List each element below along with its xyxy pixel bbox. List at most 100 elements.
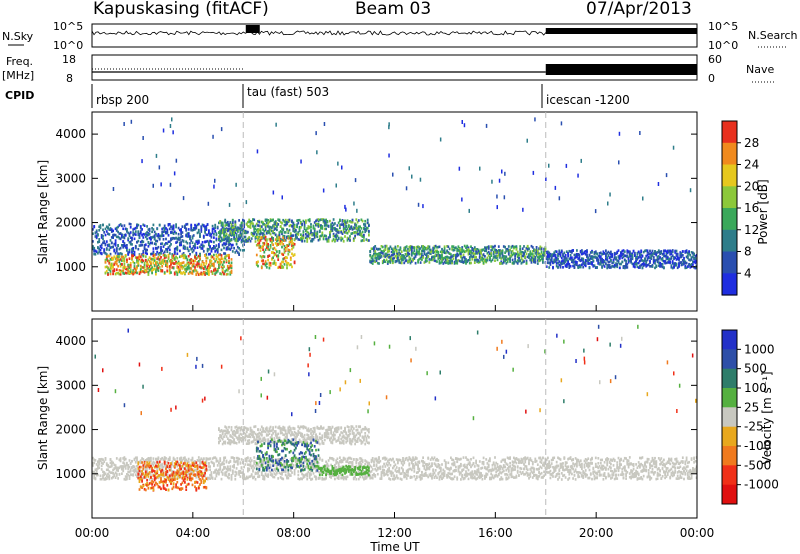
- power-cell: [258, 233, 261, 236]
- power-cell: [269, 264, 272, 267]
- power-cell: [240, 221, 243, 225]
- velocity-cell: [99, 459, 102, 463]
- power-cell: [360, 234, 363, 237]
- power-cell: [284, 221, 287, 224]
- power-cell: [531, 256, 534, 259]
- power-cell: [433, 245, 436, 248]
- power-cell: [156, 261, 159, 264]
- power-cell: [301, 234, 303, 238]
- power-cell: [263, 230, 266, 233]
- velocity-cell: [218, 471, 220, 474]
- power-cell: [636, 255, 639, 258]
- power-cell: [419, 177, 422, 182]
- power-cell: [336, 234, 339, 238]
- power-cell: [187, 249, 190, 252]
- power-cell: [197, 260, 200, 263]
- velocity-cell: [162, 458, 165, 461]
- power-cell: [218, 263, 220, 267]
- velocity-cell: [341, 476, 344, 480]
- power-cell: [187, 263, 190, 266]
- power-cell: [276, 250, 278, 253]
- power-cell: [571, 249, 573, 253]
- power-cell: [368, 239, 370, 242]
- power-cell: [282, 234, 285, 238]
- power-cell: [191, 229, 194, 232]
- power-cell: [641, 259, 644, 262]
- power-cell: [505, 255, 508, 258]
- velocity-cell: [176, 457, 179, 460]
- power-cell: [110, 267, 113, 270]
- power-cell: [109, 246, 112, 249]
- power-cell: [190, 227, 193, 230]
- power-cell: [210, 259, 213, 263]
- power-cell: [132, 252, 135, 256]
- velocity-cell: [311, 462, 314, 465]
- power-cell: [565, 257, 568, 260]
- velocity-cell: [235, 460, 238, 463]
- power-cell: [134, 226, 137, 230]
- velocity-cell: [139, 470, 142, 473]
- power-cell: [114, 239, 117, 242]
- velocity-cell: [133, 468, 136, 472]
- velocity-cell: [269, 470, 272, 474]
- velocity-cell: [225, 467, 228, 471]
- power-cell: [465, 249, 467, 253]
- power-cell: [627, 261, 630, 264]
- velocity-cell: [102, 462, 104, 465]
- power-cell: [208, 248, 210, 251]
- power-cell: [621, 256, 624, 260]
- power-cell: [685, 250, 688, 253]
- velocity-cell: [148, 478, 151, 481]
- velocity-cell: [259, 463, 262, 466]
- power-cell: [284, 259, 287, 263]
- velocity-cell: [161, 465, 164, 468]
- power-cell: [153, 230, 156, 234]
- power-cell: [545, 257, 548, 260]
- power-cell: [208, 241, 210, 244]
- power-cell: [210, 254, 213, 258]
- velocity-cell: [122, 467, 125, 470]
- velocity-cell: [282, 477, 285, 481]
- velocity-cell: [306, 473, 309, 476]
- velocity-cell: [214, 470, 217, 473]
- power-cell: [552, 253, 554, 256]
- power-cell: [133, 262, 136, 265]
- power-cell: [148, 260, 151, 263]
- power-cell: [273, 262, 276, 265]
- power-cell: [210, 248, 213, 251]
- power-cell: [92, 240, 94, 243]
- power-cell: [631, 262, 634, 266]
- power-cell: [182, 271, 185, 274]
- power-cell: [497, 251, 500, 254]
- power-cell: [426, 252, 428, 256]
- power-cell: [405, 186, 408, 191]
- power-cell: [550, 254, 553, 257]
- power-cell: [494, 244, 496, 248]
- power-cell: [155, 270, 157, 273]
- velocity-cell: [180, 465, 182, 468]
- velocity-cell: [115, 472, 118, 476]
- power-cell: [640, 256, 643, 259]
- power-cell: [102, 241, 104, 245]
- power-cell: [646, 251, 649, 254]
- power-cell: [252, 218, 254, 221]
- colorbar-swatch: [722, 186, 737, 209]
- power-cell: [105, 248, 108, 251]
- power-cell: [531, 253, 534, 256]
- power-cell: [645, 249, 648, 252]
- power-cell: [674, 262, 677, 265]
- power-cell: [99, 226, 102, 230]
- power-cell: [356, 229, 359, 233]
- velocity-cell: [276, 458, 278, 462]
- power-cell: [615, 256, 617, 259]
- velocity-cell: [115, 466, 118, 469]
- power-cell: [121, 235, 123, 239]
- velocity-cell: [282, 470, 285, 473]
- power-cell: [153, 237, 156, 241]
- power-cell: [606, 266, 609, 270]
- power-cell: [564, 256, 567, 259]
- power-cell: [432, 248, 435, 252]
- power-cell: [419, 256, 422, 260]
- power-cell: [249, 223, 252, 227]
- power-cell: [109, 258, 112, 261]
